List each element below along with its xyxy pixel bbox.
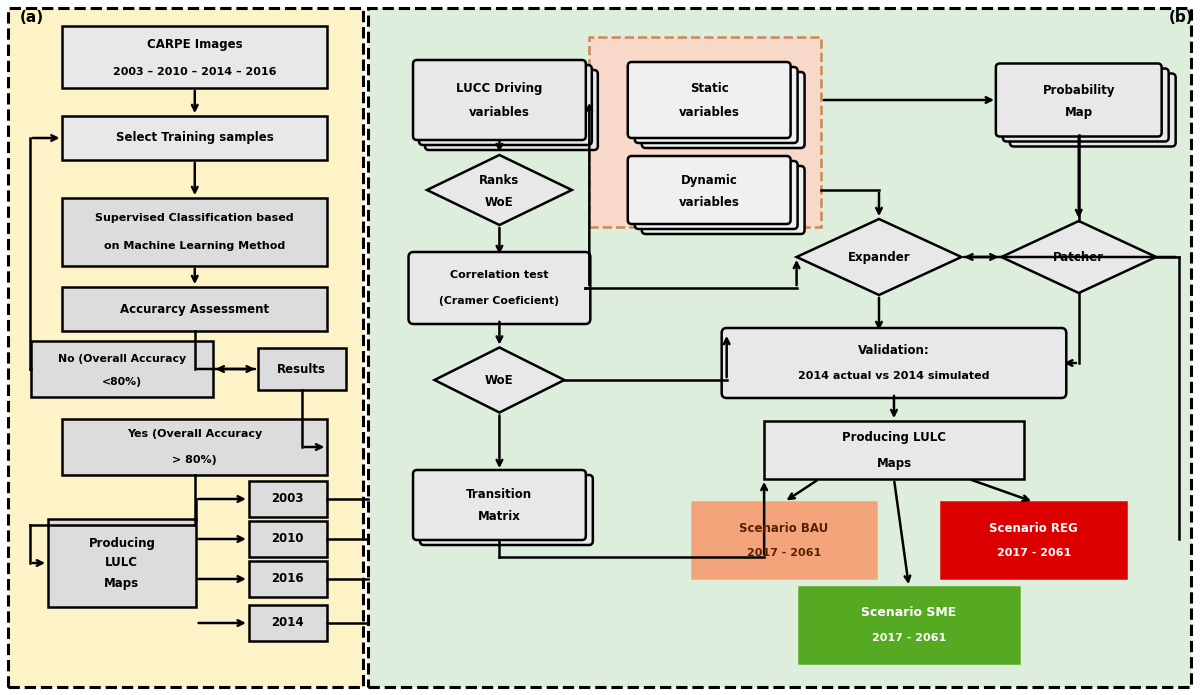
Polygon shape [797,219,961,295]
Text: Dynamic: Dynamic [680,174,738,186]
FancyBboxPatch shape [764,421,1024,479]
FancyBboxPatch shape [628,156,791,224]
Text: Transition: Transition [467,489,533,502]
Text: variables: variables [679,106,739,119]
FancyBboxPatch shape [721,328,1067,398]
Text: Validation:: Validation: [858,343,930,357]
FancyBboxPatch shape [642,166,804,234]
Text: 2003 – 2010 – 2014 – 2016: 2003 – 2010 – 2014 – 2016 [113,67,276,77]
Text: Results: Results [277,363,326,375]
FancyBboxPatch shape [408,252,590,324]
Text: Producing: Producing [89,537,155,550]
Text: Probability: Probability [1043,83,1115,97]
FancyBboxPatch shape [62,26,328,88]
Text: on Machine Learning Method: on Machine Learning Method [104,241,286,251]
Text: (b): (b) [1169,10,1193,25]
Text: Select Training samples: Select Training samples [116,131,274,145]
Text: > 80%): > 80%) [173,455,217,465]
Text: Correlation test: Correlation test [450,270,548,280]
FancyBboxPatch shape [48,519,196,607]
Text: 2003: 2003 [271,493,304,505]
Text: Accurarcy Assessment: Accurarcy Assessment [120,302,269,316]
Text: LUCC Driving: LUCC Driving [456,81,542,95]
FancyBboxPatch shape [635,67,798,143]
Text: 2017 - 2061: 2017 - 2061 [872,633,946,643]
FancyBboxPatch shape [996,63,1162,136]
FancyBboxPatch shape [62,287,328,331]
FancyBboxPatch shape [367,8,1190,687]
Text: Static: Static [690,81,728,95]
Text: Scenario SME: Scenario SME [862,607,956,619]
Text: <80%): <80%) [102,377,142,387]
Text: Matrix: Matrix [478,511,521,523]
Text: Maps: Maps [104,576,139,589]
Text: Ranks: Ranks [479,174,520,186]
FancyBboxPatch shape [8,8,362,687]
Text: 2016: 2016 [271,573,304,585]
Polygon shape [434,348,564,413]
FancyBboxPatch shape [425,70,598,150]
Text: Scenario REG: Scenario REG [990,521,1078,534]
FancyBboxPatch shape [635,161,798,229]
Text: LULC: LULC [106,557,138,569]
FancyBboxPatch shape [799,587,1019,663]
Text: (a): (a) [20,10,44,25]
Text: (Cramer Coeficient): (Cramer Coeficient) [439,296,559,306]
FancyBboxPatch shape [691,502,876,578]
FancyBboxPatch shape [413,470,586,540]
FancyBboxPatch shape [589,37,821,227]
FancyBboxPatch shape [248,521,326,557]
Text: 2017 - 2061: 2017 - 2061 [746,548,821,558]
FancyBboxPatch shape [420,475,593,545]
Text: WoE: WoE [485,195,514,208]
FancyBboxPatch shape [62,419,328,475]
Text: Producing LULC: Producing LULC [842,430,946,443]
FancyBboxPatch shape [642,72,804,148]
Text: No (Overall Accuracy: No (Overall Accuracy [58,354,186,364]
FancyBboxPatch shape [1010,74,1176,147]
FancyBboxPatch shape [413,60,586,140]
Text: Maps: Maps [876,457,912,470]
Text: Yes (Overall Accuracy: Yes (Overall Accuracy [127,429,263,439]
FancyBboxPatch shape [62,198,328,266]
Text: CARPE Images: CARPE Images [146,38,242,51]
Polygon shape [427,155,572,225]
FancyBboxPatch shape [31,341,212,397]
FancyBboxPatch shape [419,65,592,145]
Text: Expander: Expander [847,250,911,263]
Text: 2014: 2014 [271,616,304,630]
FancyBboxPatch shape [248,481,326,517]
Text: Supervised Classification based: Supervised Classification based [96,213,294,223]
Text: Map: Map [1064,106,1093,119]
Text: 2010: 2010 [271,532,304,546]
Text: variables: variables [469,106,530,119]
Polygon shape [1001,221,1156,293]
FancyBboxPatch shape [258,348,346,390]
Text: 2017 - 2061: 2017 - 2061 [997,548,1070,558]
FancyBboxPatch shape [1003,69,1169,142]
Text: WoE: WoE [485,373,514,386]
FancyBboxPatch shape [248,561,326,597]
Text: Patcher: Patcher [1054,250,1104,263]
Text: Scenario BAU: Scenario BAU [739,521,829,534]
FancyBboxPatch shape [942,502,1127,578]
FancyBboxPatch shape [248,605,326,641]
Text: variables: variables [679,195,739,208]
FancyBboxPatch shape [628,62,791,138]
Text: 2014 actual vs 2014 simulated: 2014 actual vs 2014 simulated [798,371,990,381]
FancyBboxPatch shape [62,116,328,160]
